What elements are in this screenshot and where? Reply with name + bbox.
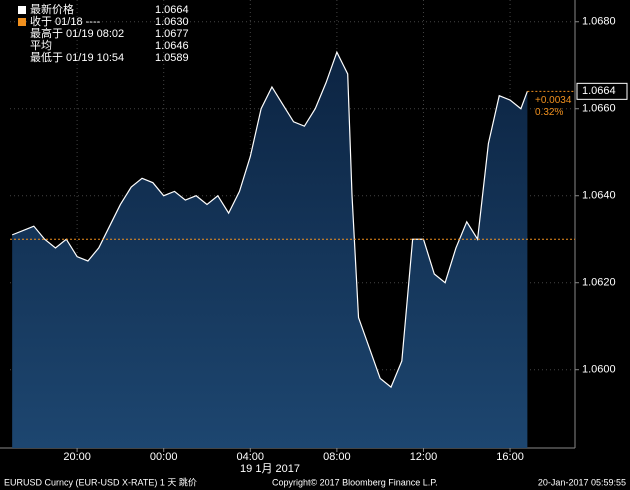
x-tick-label: 20:00 [63, 451, 91, 463]
legend-value: 1.0646 [155, 40, 189, 52]
price-line [11, 50, 528, 389]
y-tick-label: 1.0600 [582, 364, 616, 376]
legend-value: 1.0630 [155, 16, 189, 28]
legend-name: 最新价格 [30, 2, 74, 16]
x-tick-label: 04:00 [237, 451, 265, 463]
legend-value: 1.0589 [155, 52, 189, 64]
legend-name: 最高于 01/19 08:02 [30, 26, 124, 40]
footer-copyright: Copyright© 2017 Bloomberg Finance L.P. [272, 477, 438, 487]
x-tick-label: 00:00 [150, 451, 178, 463]
legend-value: 1.0664 [155, 4, 189, 16]
legend-name: 最低于 01/19 10:54 [30, 51, 124, 64]
change-pct: 0.32% [535, 107, 563, 118]
x-tick-label: 08:00 [323, 451, 351, 463]
footer-left: EURUSD Curncy (EUR-USD X-RATE) 1 天 跳价 [4, 476, 197, 487]
y-tick-label: 1.0680 [582, 16, 616, 28]
last-price-label: 1.0664 [582, 85, 616, 97]
legend-swatch [18, 18, 26, 26]
y-tick-label: 1.0660 [582, 103, 616, 115]
date-label: 19 1月 2017 [240, 463, 300, 475]
last-price-box [576, 82, 628, 100]
legend-value: 1.0677 [155, 28, 189, 40]
change: +0.0034 [535, 95, 572, 106]
area [12, 52, 528, 448]
x-tick-label: 12:00 [410, 451, 438, 463]
footer-time: 20-Jan-2017 05:59:55 [538, 477, 626, 487]
y-tick-label: 1.0640 [582, 190, 616, 202]
y-tick-label: 1.0620 [582, 277, 616, 289]
legend-name: 收于 01/18 ---- [30, 14, 101, 28]
legend-swatch [18, 6, 26, 14]
legend-name: 平均 [30, 39, 52, 52]
x-tick-label: 16:00 [496, 451, 524, 463]
